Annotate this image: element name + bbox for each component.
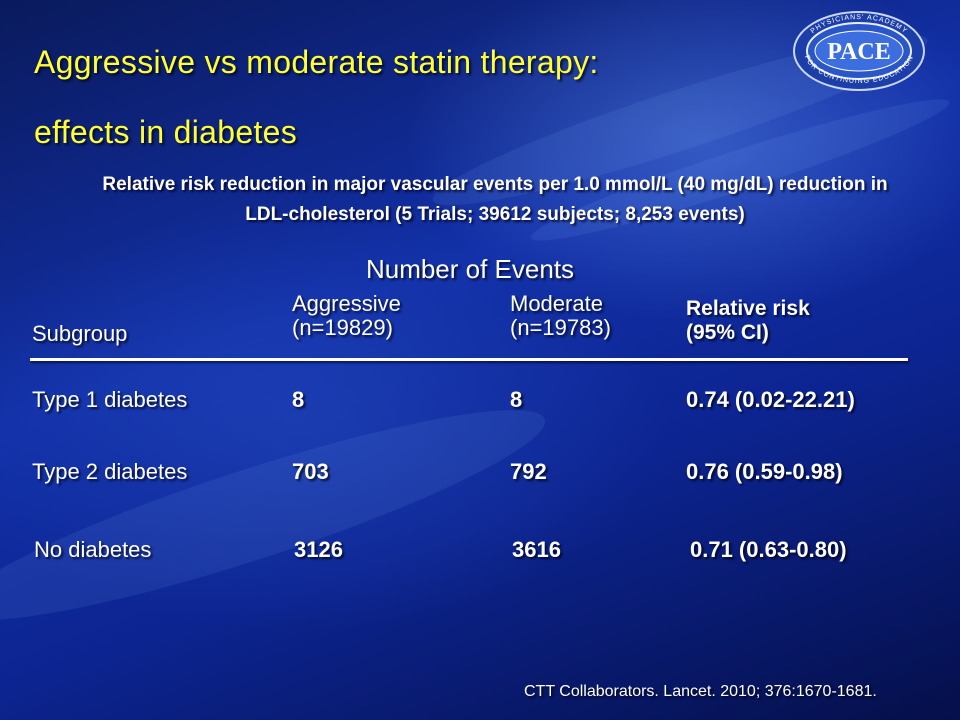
citation-footnote: CTT Collaborators. Lancet. 2010; 376:167… [524,683,877,700]
moderate-header: Moderate (n=19783) [510,292,611,340]
subtitle-line2: LDL-cholesterol (5 Trials; 39612 subject… [245,204,745,225]
row-subgroup: Type 2 diabetes [32,459,188,484]
subgroup-header: Subgroup [32,321,128,346]
row-aggressive-events: 8 [292,387,305,412]
row-relative-risk: 0.76 (0.59-0.98) [686,459,843,484]
slide-subtitle: Relative risk reduction in major vascula… [30,170,960,230]
logo-wordmark: PACE [827,39,891,65]
number-of-events-header: Number of Events [365,254,575,284]
row-relative-risk: 0.74 (0.02-22.21) [686,387,855,412]
header-divider [30,358,908,361]
row-moderate-events: 8 [510,387,523,412]
aggressive-n: (n=19829) [292,315,393,340]
relative-risk-ci: (95% CI) [686,321,769,344]
row-moderate-events: 3616 [512,537,561,562]
row-aggressive-events: 703 [292,459,329,484]
moderate-label: Moderate [510,291,603,316]
slide-title-line1: Aggressive vs moderate statin therapy: [34,44,599,80]
row-subgroup: No diabetes [34,537,152,562]
aggressive-header: Aggressive (n=19829) [292,292,401,340]
row-aggressive-events: 3126 [294,537,343,562]
background-streak [0,376,559,654]
slide-title-line2: effects in diabetes [34,114,298,150]
row-subgroup: Type 1 diabetes [32,387,188,412]
row-relative-risk: 0.71 (0.63-0.80) [690,537,847,562]
aggressive-label: Aggressive [292,291,401,316]
subtitle-line1: Relative risk reduction in major vascula… [102,174,888,195]
relative-risk-header: Relative risk (95% CI) [686,297,810,345]
moderate-n: (n=19783) [510,315,611,340]
pace-logo: PACE PHYSICIANS' ACADEMY FOR CONTINUING … [793,11,925,91]
relative-risk-label: Relative risk [686,297,810,320]
row-moderate-events: 792 [510,459,547,484]
